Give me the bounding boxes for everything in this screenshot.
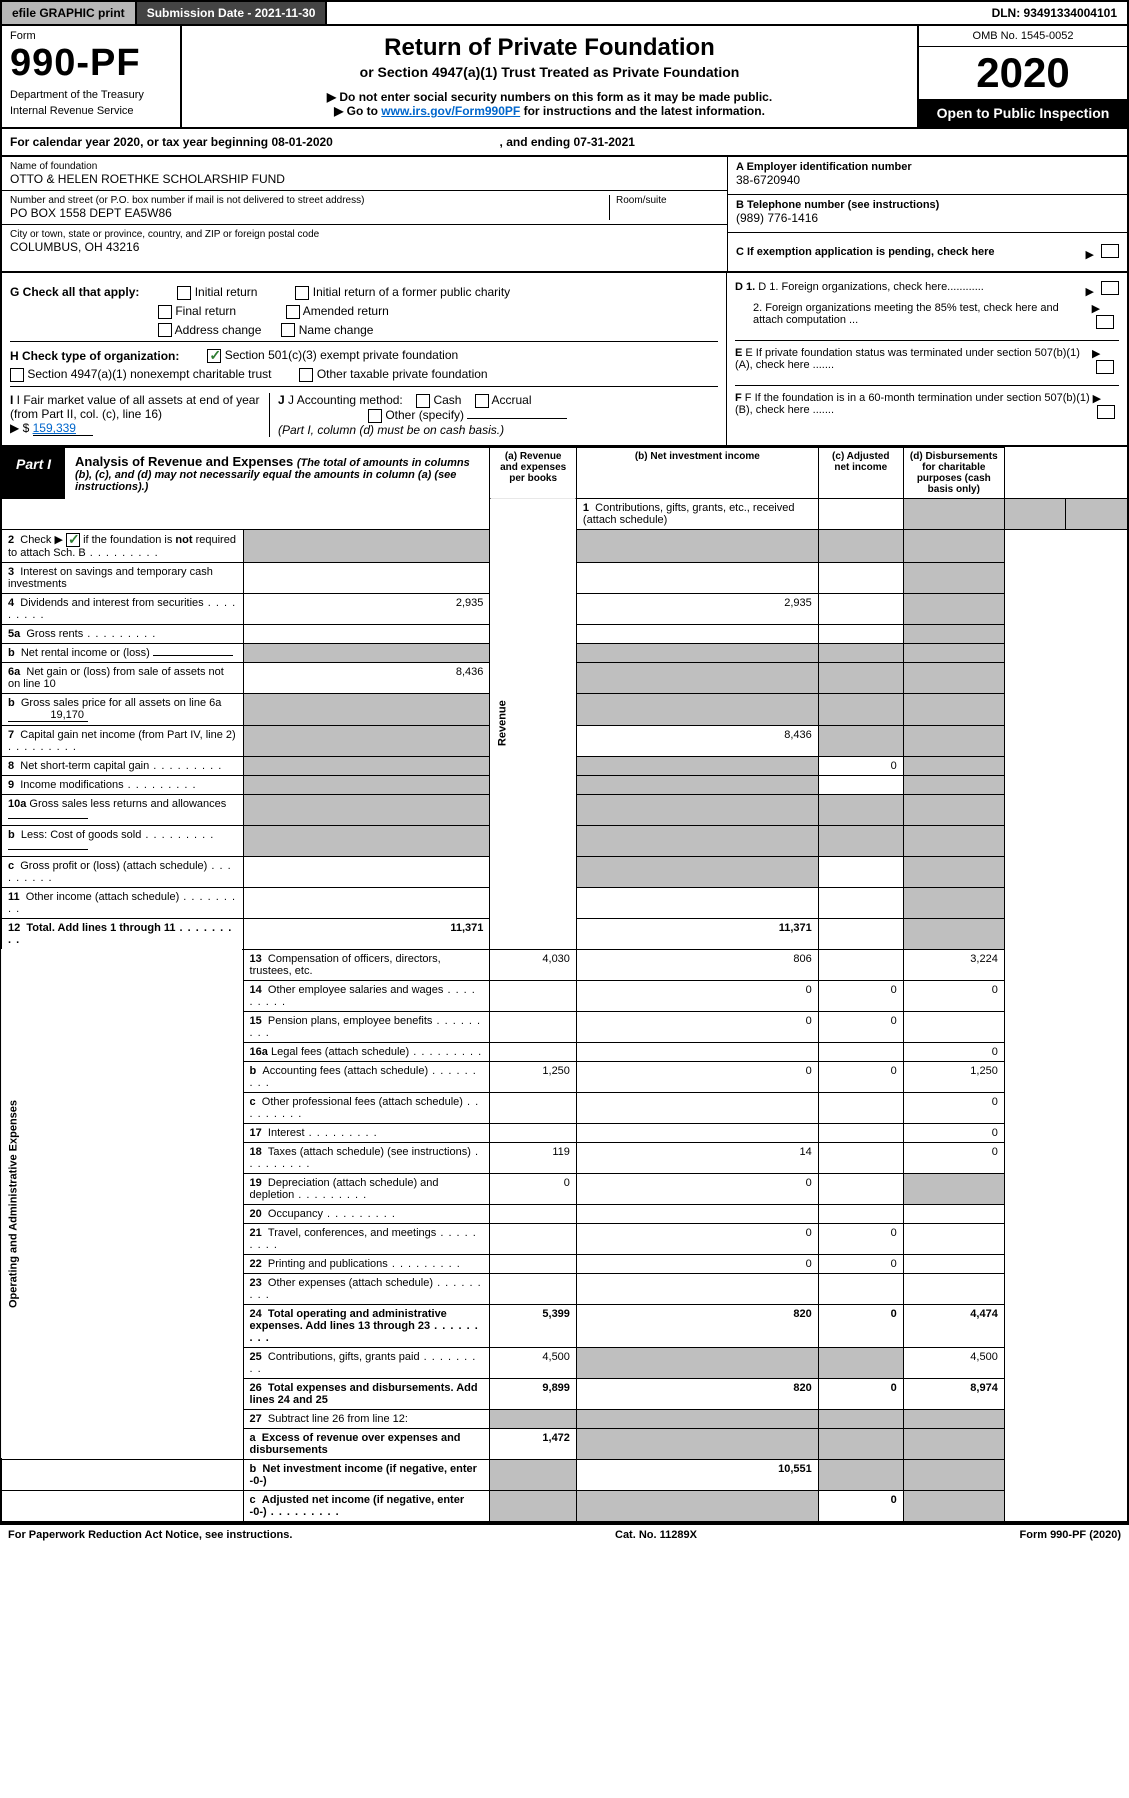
- form-footer-label: Form 990-PF (2020): [1020, 1529, 1122, 1541]
- top-bar: efile GRAPHIC print Submission Date - 20…: [0, 0, 1129, 26]
- name-change-checkbox[interactable]: [281, 323, 295, 337]
- h-row: H Check type of organization: Section 50…: [10, 341, 718, 363]
- year-end: 07-31-2021: [574, 135, 635, 149]
- address: PO BOX 1558 DEPT EA5W86: [10, 206, 609, 220]
- col-b-header: (b) Net investment income: [576, 447, 818, 498]
- exemption-checkbox[interactable]: [1101, 244, 1119, 258]
- omb-number: OMB No. 1545-0052: [919, 26, 1127, 47]
- d1-checkbox[interactable]: [1101, 281, 1119, 295]
- check-section: G Check all that apply: Initial return I…: [0, 273, 1129, 447]
- submission-date: Submission Date - 2021-11-30: [137, 2, 328, 24]
- form-header: Form 990-PF Department of the Treasury I…: [0, 26, 1129, 129]
- part1-title: Analysis of Revenue and Expenses: [75, 454, 297, 469]
- expenses-section-label: Operating and Administrative Expenses: [1, 949, 243, 1459]
- table-row: Operating and Administrative Expenses 13…: [1, 949, 1128, 980]
- address-change-checkbox[interactable]: [158, 323, 172, 337]
- ein: 38-6720940: [736, 173, 1119, 187]
- other-accounting-checkbox[interactable]: [368, 409, 382, 423]
- header-center: Return of Private Foundation or Section …: [182, 26, 917, 127]
- 501c3-checkbox[interactable]: [207, 349, 221, 363]
- page-footer: For Paperwork Reduction Act Notice, see …: [0, 1523, 1129, 1545]
- schb-checkbox[interactable]: [66, 533, 80, 547]
- year-begin: 08-01-2020: [271, 135, 332, 149]
- tax-year: 2020: [919, 47, 1127, 99]
- open-to-public: Open to Public Inspection: [919, 99, 1127, 127]
- room-suite-label: Room/suite: [616, 195, 719, 206]
- amended-return-checkbox[interactable]: [286, 305, 300, 319]
- col-c-header: (c) Adjusted net income: [818, 447, 903, 498]
- cat-number: Cat. No. 11289X: [615, 1529, 697, 1541]
- calendar-year-row: For calendar year 2020, or tax year begi…: [0, 129, 1129, 157]
- table-row: c Adjusted net income (if negative, ente…: [1, 1490, 1128, 1522]
- g-row: G Check all that apply: Initial return I…: [10, 285, 718, 300]
- d2-checkbox[interactable]: [1096, 315, 1114, 329]
- address-cell: Number and street (or P.O. box number if…: [2, 191, 727, 225]
- form-word: Form: [10, 30, 172, 42]
- e-checkbox[interactable]: [1096, 360, 1114, 374]
- form-title: Return of Private Foundation: [194, 34, 905, 62]
- 4947a1-checkbox[interactable]: [10, 368, 24, 382]
- form-number: 990-PF: [10, 42, 172, 85]
- fmv-value[interactable]: 159,339: [33, 421, 93, 436]
- irs-label: Internal Revenue Service: [10, 105, 172, 117]
- phone: (989) 776-1416: [736, 211, 1119, 225]
- part1-table: Part I Analysis of Revenue and Expenses …: [0, 447, 1129, 1523]
- phone-cell: B Telephone number (see instructions) (9…: [728, 195, 1127, 233]
- cash-checkbox[interactable]: [416, 394, 430, 408]
- instruction-goto: ▶ Go to www.irs.gov/Form990PF for instru…: [194, 104, 905, 118]
- city-state-zip: COLUMBUS, OH 43216: [10, 240, 719, 254]
- i-j-row: I I Fair market value of all assets at e…: [10, 386, 718, 437]
- foundation-info: Name of foundation OTTO & HELEN ROETHKE …: [0, 157, 1129, 273]
- initial-former-checkbox[interactable]: [295, 286, 309, 300]
- f-checkbox[interactable]: [1097, 405, 1115, 419]
- city-cell: City or town, state or province, country…: [2, 225, 727, 258]
- table-row: b Net investment income (if negative, en…: [1, 1459, 1128, 1490]
- col-a-header: (a) Revenue and expenses per books: [490, 447, 577, 498]
- revenue-section-label: Revenue: [490, 498, 577, 949]
- efile-label: efile GRAPHIC print: [2, 2, 137, 24]
- col-d-header: (d) Disbursements for charitable purpose…: [903, 447, 1004, 498]
- initial-return-checkbox[interactable]: [177, 286, 191, 300]
- header-right: OMB No. 1545-0052 2020 Open to Public In…: [917, 26, 1127, 127]
- foundation-name: OTTO & HELEN ROETHKE SCHOLARSHIP FUND: [10, 172, 719, 186]
- form990pf-link[interactable]: www.irs.gov/Form990PF: [381, 104, 520, 118]
- form-subtitle: or Section 4947(a)(1) Trust Treated as P…: [194, 64, 905, 80]
- exemption-pending-cell: C If exemption application is pending, c…: [728, 233, 1127, 271]
- instruction-no-ssn: ▶ Do not enter social security numbers o…: [194, 90, 905, 104]
- paperwork-notice: For Paperwork Reduction Act Notice, see …: [8, 1529, 292, 1541]
- part1-label: Part I: [2, 448, 65, 499]
- dln: DLN: 93491334004101: [982, 2, 1127, 24]
- ein-cell: A Employer identification number 38-6720…: [728, 157, 1127, 195]
- foundation-name-cell: Name of foundation OTTO & HELEN ROETHKE …: [2, 157, 727, 191]
- final-return-checkbox[interactable]: [158, 305, 172, 319]
- other-taxable-checkbox[interactable]: [299, 368, 313, 382]
- dept-treasury: Department of the Treasury: [10, 89, 172, 101]
- header-left: Form 990-PF Department of the Treasury I…: [2, 26, 182, 127]
- accrual-checkbox[interactable]: [475, 394, 489, 408]
